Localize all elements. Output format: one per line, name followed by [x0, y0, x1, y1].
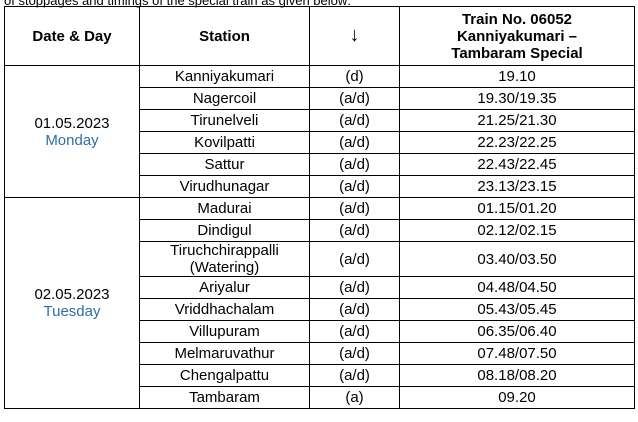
time-cell: 22.43/22.45 — [399, 153, 635, 176]
type-cell: (a/d) — [309, 241, 400, 277]
time-cell: 21.25/21.30 — [399, 109, 635, 132]
day-text: Tuesday — [43, 303, 101, 320]
header-train-name-2: Tambaram Special — [451, 44, 583, 62]
table-row: Virudhunagar (a/d) 23.13/23.15 — [5, 175, 635, 198]
station-cell: Ariyalur — [139, 276, 310, 299]
station-cell: Kovilpatti — [139, 131, 310, 154]
station-cell: Villupuram — [139, 320, 310, 343]
time-cell: 19.10 — [399, 65, 635, 88]
type-cell: (a/d) — [309, 175, 400, 198]
time-cell: 23.13/23.15 — [399, 175, 635, 198]
station-cell: Sattur — [139, 153, 310, 176]
type-cell: (a/d) — [309, 320, 400, 343]
station-cell: Melmaruvathur — [139, 342, 310, 365]
table-row: 02.05.2023 Tuesday Madurai (a/d) 01.15/0… — [4, 197, 635, 409]
header-train: Train No. 06052 Kanniyakumari – Tambaram… — [399, 6, 635, 66]
time-cell: 03.40/03.50 — [399, 241, 635, 277]
time-cell: 06.35/06.40 — [399, 320, 635, 343]
header-train-name-1: Kanniyakumari – — [456, 27, 578, 45]
type-cell: (a/d) — [309, 298, 400, 321]
date-day-cell: 01.05.2023 Monday — [4, 65, 140, 198]
type-cell: (a/d) — [309, 131, 400, 154]
table-row: Tambaram (a) 09.20 — [5, 386, 635, 409]
timetable: Date & Day Station ↓ Train No. 06052 Kan… — [4, 6, 635, 409]
header-row: Date & Day Station ↓ Train No. 06052 Kan… — [4, 6, 635, 66]
station-name: Tiruchchirappalli — [170, 242, 279, 259]
table-row: Sattur (a/d) 22.43/22.45 — [5, 153, 635, 176]
table-row: Chengalpattu (a/d) 08.18/08.20 — [5, 364, 635, 387]
table-row: 01.05.2023 Monday Kanniyakumari (d) 19.1… — [4, 65, 635, 198]
time-cell: 22.23/22.25 — [399, 131, 635, 154]
time-cell: 19.30/19.35 — [399, 87, 635, 110]
station-note: (Watering) — [189, 259, 260, 276]
station-cell: Chengalpattu — [139, 364, 310, 387]
table-row: Melmaruvathur (a/d) 07.48/07.50 — [5, 342, 635, 365]
table-row: Dindigul (a/d) 02.12/02.15 — [5, 219, 635, 242]
time-cell: 02.12/02.15 — [399, 219, 635, 242]
down-arrow-icon: ↓ — [349, 24, 360, 46]
header-train-number: Train No. 06052 — [461, 10, 573, 28]
station-cell: Nagercoil — [139, 87, 310, 110]
type-cell: (d) — [309, 65, 400, 88]
time-cell: 08.18/08.20 — [399, 364, 635, 387]
type-cell: (a/d) — [309, 342, 400, 365]
table-row: Tiruchchirappalli (Watering) (a/d) 03.40… — [5, 241, 635, 277]
time-cell: 07.48/07.50 — [399, 342, 635, 365]
type-cell: (a/d) — [309, 197, 400, 220]
date-text: 01.05.2023 — [34, 114, 110, 132]
type-cell: (a) — [309, 386, 400, 409]
station-cell: Dindigul — [139, 219, 310, 242]
day-text: Monday — [45, 131, 99, 149]
type-cell: (a/d) — [309, 109, 400, 132]
station-cell: Tirunelveli — [139, 109, 310, 132]
type-cell: (a/d) — [309, 153, 400, 176]
time-cell: 09.20 — [399, 386, 635, 409]
station-cell: Virudhunagar — [139, 175, 310, 198]
date-text: 02.05.2023 — [34, 286, 110, 303]
station-cell: Kanniyakumari — [139, 65, 310, 88]
type-cell: (a/d) — [309, 276, 400, 299]
type-cell: (a/d) — [309, 219, 400, 242]
station-cell: Vriddhachalam — [139, 298, 310, 321]
station-cell: Madurai — [139, 197, 310, 220]
time-cell: 01.15/01.20 — [399, 197, 635, 220]
header-arrow: ↓ — [309, 6, 400, 66]
header-date-day: Date & Day — [4, 6, 140, 66]
table-row: Kovilpatti (a/d) 22.23/22.25 — [5, 131, 635, 154]
station-cell: Tiruchchirappalli (Watering) — [139, 241, 310, 277]
time-cell: 04.48/04.50 — [399, 276, 635, 299]
date-day-cell: 02.05.2023 Tuesday — [4, 197, 140, 409]
time-cell: 05.43/05.45 — [399, 298, 635, 321]
header-station: Station — [139, 6, 310, 66]
station-cell: Tambaram — [139, 386, 310, 409]
type-cell: (a/d) — [309, 87, 400, 110]
table-row: Nagercoil (a/d) 19.30/19.35 — [5, 87, 635, 110]
intro-text: of stoppages and timings of the special … — [4, 0, 351, 8]
type-cell: (a/d) — [309, 364, 400, 387]
